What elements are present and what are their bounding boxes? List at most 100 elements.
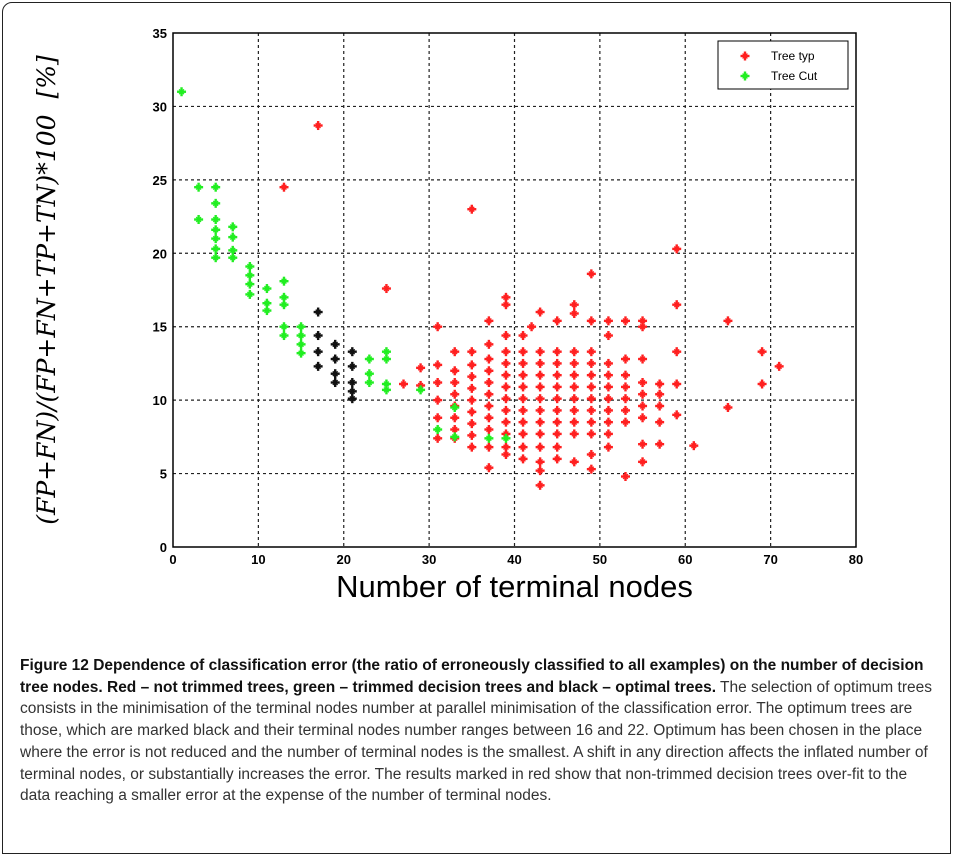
data-point-tree-cut [381, 385, 391, 395]
data-point-tree-typ [620, 394, 630, 404]
data-point-tree-typ [586, 464, 596, 474]
data-point-tree-cut [450, 432, 460, 442]
data-point-tree-typ [518, 370, 528, 380]
data-point-tree-typ [569, 457, 579, 467]
data-point-tree-cut [381, 379, 391, 389]
data-point-tree-typ [450, 413, 460, 423]
data-point-tree-typ [638, 389, 648, 399]
data-point-tree-typ [467, 395, 477, 405]
data-point-tree-typ [552, 316, 562, 326]
data-point-tree-cut [194, 182, 204, 192]
data-point-tree-cut [364, 369, 374, 379]
y-tick-label: 10 [153, 393, 167, 408]
data-point-tree-typ [535, 347, 545, 357]
data-point-tree-cut [228, 222, 238, 232]
data-point-tree-typ [501, 449, 511, 459]
data-point-tree-cut [228, 253, 238, 263]
data-point-tree-typ [620, 472, 630, 482]
data-point-tree-typ [313, 121, 323, 131]
data-point-tree-typ [569, 394, 579, 404]
data-point-tree-typ [620, 405, 630, 415]
data-point-tree-typ [603, 394, 613, 404]
data-point-tree-typ [535, 358, 545, 368]
data-point-tree-typ [518, 347, 528, 357]
data-point-tree-typ [501, 300, 511, 310]
data-point-tree-typ [484, 463, 494, 473]
scatter-chart: 0 10 20 30 40 50 60 70 80 0 5 10 15 20 25 30 35 Number o… [32, 26, 864, 604]
data-point-tree-cut [211, 198, 221, 208]
data-point-tree-typ [603, 417, 613, 427]
x-tick-label: 50 [593, 552, 607, 567]
data-points [177, 87, 784, 490]
data-point-tree-typ [535, 442, 545, 452]
data-point-tree-typ [433, 433, 443, 443]
y-axis-label-unit: [%] [32, 55, 61, 99]
data-point-tree-typ [484, 339, 494, 349]
figure-caption: Figure 12 Dependence of classification e… [20, 655, 940, 807]
data-point-optimal [347, 378, 357, 388]
data-point-tree-typ [484, 354, 494, 364]
data-point-tree-typ [501, 358, 511, 368]
data-point-tree-typ [757, 379, 767, 389]
data-point-optimal [347, 347, 357, 357]
data-point-tree-typ [569, 417, 579, 427]
data-point-tree-typ [279, 182, 289, 192]
legend-marker-symbol [740, 71, 750, 81]
data-point-tree-cut [450, 402, 460, 412]
x-tick-label: 40 [507, 552, 521, 567]
data-point-tree-typ [484, 366, 494, 376]
y-tick-label: 0 [160, 540, 167, 555]
data-point-tree-typ [484, 442, 494, 452]
data-point-optimal [313, 361, 323, 371]
data-point-tree-typ [603, 331, 613, 341]
data-point-optimal [347, 386, 357, 396]
data-point-tree-cut [245, 279, 255, 289]
data-point-tree-cut [296, 339, 306, 349]
data-point-tree-typ [467, 383, 477, 393]
data-point-tree-typ [638, 439, 648, 449]
data-point-tree-typ [467, 430, 477, 440]
data-point-tree-typ [535, 405, 545, 415]
data-point-tree-typ [569, 347, 579, 357]
data-point-tree-typ [535, 307, 545, 317]
data-point-tree-typ [620, 316, 630, 326]
data-point-tree-typ [689, 441, 699, 451]
data-point-tree-typ [620, 382, 630, 392]
data-point-tree-typ [569, 382, 579, 392]
data-point-tree-typ [638, 457, 648, 467]
data-point-tree-typ [450, 347, 460, 357]
data-point-tree-typ [535, 417, 545, 427]
data-point-tree-typ [638, 354, 648, 364]
data-point-tree-typ [518, 417, 528, 427]
data-point-tree-typ [620, 417, 630, 427]
data-point-tree-typ [450, 366, 460, 376]
data-point-tree-cut [211, 234, 221, 244]
data-point-tree-typ [518, 331, 528, 341]
data-point-tree-typ [638, 322, 648, 332]
data-point-tree-typ [672, 244, 682, 254]
data-point-tree-typ [603, 429, 613, 439]
x-tick-label: 0 [169, 552, 176, 567]
caption-body: The selection of optimum trees consists … [20, 678, 932, 805]
data-point-tree-cut [296, 322, 306, 332]
y-tick-label: 15 [153, 320, 167, 335]
data-point-tree-cut [484, 433, 494, 443]
data-point-tree-typ [535, 480, 545, 490]
data-point-tree-typ [757, 347, 767, 357]
data-point-tree-typ [552, 454, 562, 464]
data-point-tree-typ [586, 347, 596, 357]
plot-area [172, 32, 857, 548]
data-point-tree-typ [501, 382, 511, 392]
y-axis-label: (FP+FN)/(FP+FN+TP+TN)*100 [%] [32, 55, 61, 525]
grid [173, 33, 856, 547]
axis-ticks: 0 10 20 30 40 50 60 70 80 0 5 10 15 20 25 30 35 [153, 26, 864, 567]
data-point-tree-cut [279, 322, 289, 332]
data-point-tree-cut [211, 182, 221, 192]
data-point-optimal [330, 354, 340, 364]
data-point-optimal [347, 361, 357, 371]
x-tick-label: 70 [763, 552, 777, 567]
data-point-tree-cut [211, 215, 221, 225]
data-point-tree-typ [723, 316, 733, 326]
data-point-tree-cut [279, 300, 289, 310]
